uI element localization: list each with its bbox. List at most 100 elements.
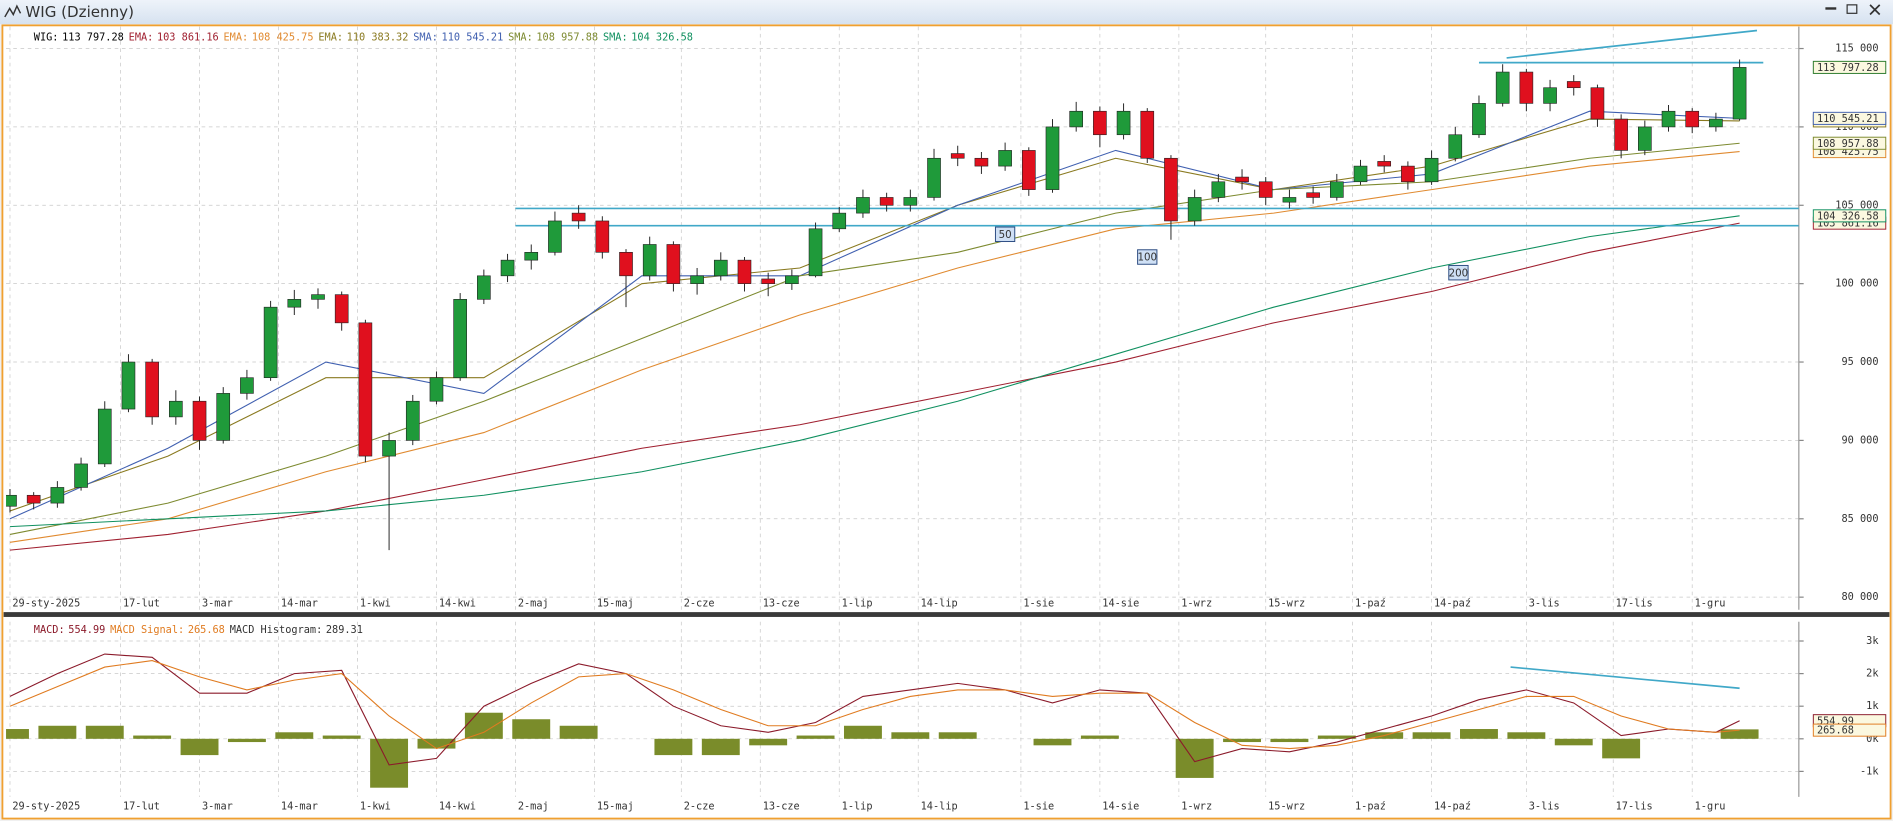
panel-separator (3, 612, 1890, 617)
x-tick-label: 1-paź (1355, 598, 1386, 610)
legend-value: 113 797.28 (62, 31, 124, 43)
histogram-bar (1317, 735, 1356, 739)
x-tick-label: 15-maj (597, 598, 634, 610)
candle-body (690, 275, 704, 284)
legend-value: 103 861.16 (157, 31, 219, 43)
restore-button[interactable] (1846, 4, 1858, 14)
legend: WIG: 113 797.28 EMA: 103 861.16 EMA: 108 425.… (34, 31, 693, 43)
x-tick-label: 29-sty-2025 (12, 598, 80, 610)
candle-body (974, 157, 989, 167)
candle-body (761, 278, 775, 284)
x-tick-label: 15-wrz (1268, 598, 1305, 610)
legend-value: 289.31 (326, 624, 363, 636)
legend-name: MACD Signal: (110, 624, 184, 636)
line-tag-box (1137, 249, 1158, 265)
legend-value: 110 383.32 (347, 31, 409, 43)
legend-name: EMA: (318, 31, 343, 43)
candle-body (358, 322, 373, 457)
candle-body (785, 275, 799, 284)
candle-body (666, 244, 681, 284)
line-tag-box (1448, 264, 1469, 281)
histogram-bar (1033, 738, 1072, 746)
candle-body (1590, 87, 1605, 120)
plot-area: 50 100 200 (6, 29, 1799, 551)
x-tick-label: 14-kwi (439, 598, 476, 610)
legend-name: EMA: (224, 31, 249, 43)
x-tick-label: 14-lip (921, 800, 958, 812)
close-button[interactable] (1869, 4, 1881, 16)
histogram-bar (1223, 738, 1261, 743)
legend-name: WIG: (34, 31, 59, 43)
drawn-line (1506, 29, 1758, 59)
histogram-bar (1507, 732, 1546, 739)
histogram-bar (701, 738, 740, 756)
y-tick-label: 95 000 (1841, 356, 1878, 368)
price-tag (1812, 723, 1887, 737)
candle-body (595, 220, 610, 253)
candle-body (642, 244, 657, 277)
candle-body (1306, 192, 1320, 198)
legend-name: MACD: (34, 624, 65, 636)
histogram-bar (417, 738, 456, 749)
candle-body (879, 197, 894, 206)
y-tick-label: 1k (1866, 700, 1879, 712)
x-tick-label: 2-maj (518, 598, 549, 610)
x-tick-label: 17-lut (123, 800, 160, 812)
x-tick-label: 2-maj (518, 800, 549, 812)
price-tag (1812, 209, 1887, 223)
candle-body (1211, 181, 1226, 198)
price-tag-label: 110 545.21 (1817, 113, 1879, 125)
histogram-bar (85, 725, 124, 739)
x-tick-label: 1-gru (1695, 800, 1726, 812)
price-tag-label: 108 957.88 (1817, 138, 1879, 150)
histogram-bar (1080, 735, 1119, 739)
candle-body (713, 259, 728, 277)
x-tick-label: 2-cze (684, 598, 715, 610)
candle-body (1069, 110, 1084, 128)
legend-name: SMA: (413, 31, 438, 43)
drawn-line (1510, 666, 1740, 690)
x-tick-label: 1-wrz (1181, 800, 1212, 812)
candle-body (1045, 126, 1060, 190)
x-tick-label: 14-mar (281, 598, 318, 610)
minimize-button[interactable] (1825, 7, 1837, 10)
candle-body (1187, 197, 1202, 222)
candle-body (1140, 110, 1155, 159)
y-tick-label: -1k (1860, 765, 1879, 777)
candle-body (1282, 197, 1297, 203)
candle-body (1258, 181, 1273, 198)
candle-body (927, 157, 941, 198)
window-title: WIG (Dzienny) (25, 3, 134, 21)
legend-value: 554.99 (68, 624, 105, 636)
candle-body (1638, 126, 1652, 151)
x-tick-label: 1-sie (1023, 598, 1054, 610)
candle-body (1093, 110, 1107, 136)
y-tick-label: 105 000 (1835, 199, 1878, 211)
title-bar (0, 0, 1893, 25)
chart-icon (4, 4, 22, 18)
candle-body (1401, 165, 1415, 183)
histogram-bar (1720, 729, 1759, 739)
x-tick-label: 15-wrz (1268, 800, 1305, 812)
candle-body (97, 408, 112, 465)
moving-average-line (9, 151, 1740, 543)
y-tick-label: 3k (1866, 635, 1879, 647)
legend-name: MACD Histogram: (230, 624, 323, 636)
candle-body (169, 400, 183, 418)
x-tick-label: 14-mar (281, 800, 318, 812)
moving-average-line (9, 110, 1740, 520)
candle-body (619, 252, 633, 277)
candle-body (287, 299, 302, 308)
x-tick-label: 29-sty-2025 (12, 800, 80, 812)
x-tick-label: 14-paź (1434, 800, 1471, 812)
y-tick-label: 80 000 (1841, 591, 1878, 603)
y-tick-label: 90 000 (1841, 434, 1878, 446)
price-tag (1812, 111, 1887, 125)
candle-body (334, 294, 349, 324)
candle-body (1472, 103, 1486, 136)
legend: MACD: 554.99 MACD Signal: 265.68 MACD Histog… (34, 624, 363, 636)
candle-body (26, 494, 41, 504)
legend-value: 110 545.21 (442, 31, 504, 43)
